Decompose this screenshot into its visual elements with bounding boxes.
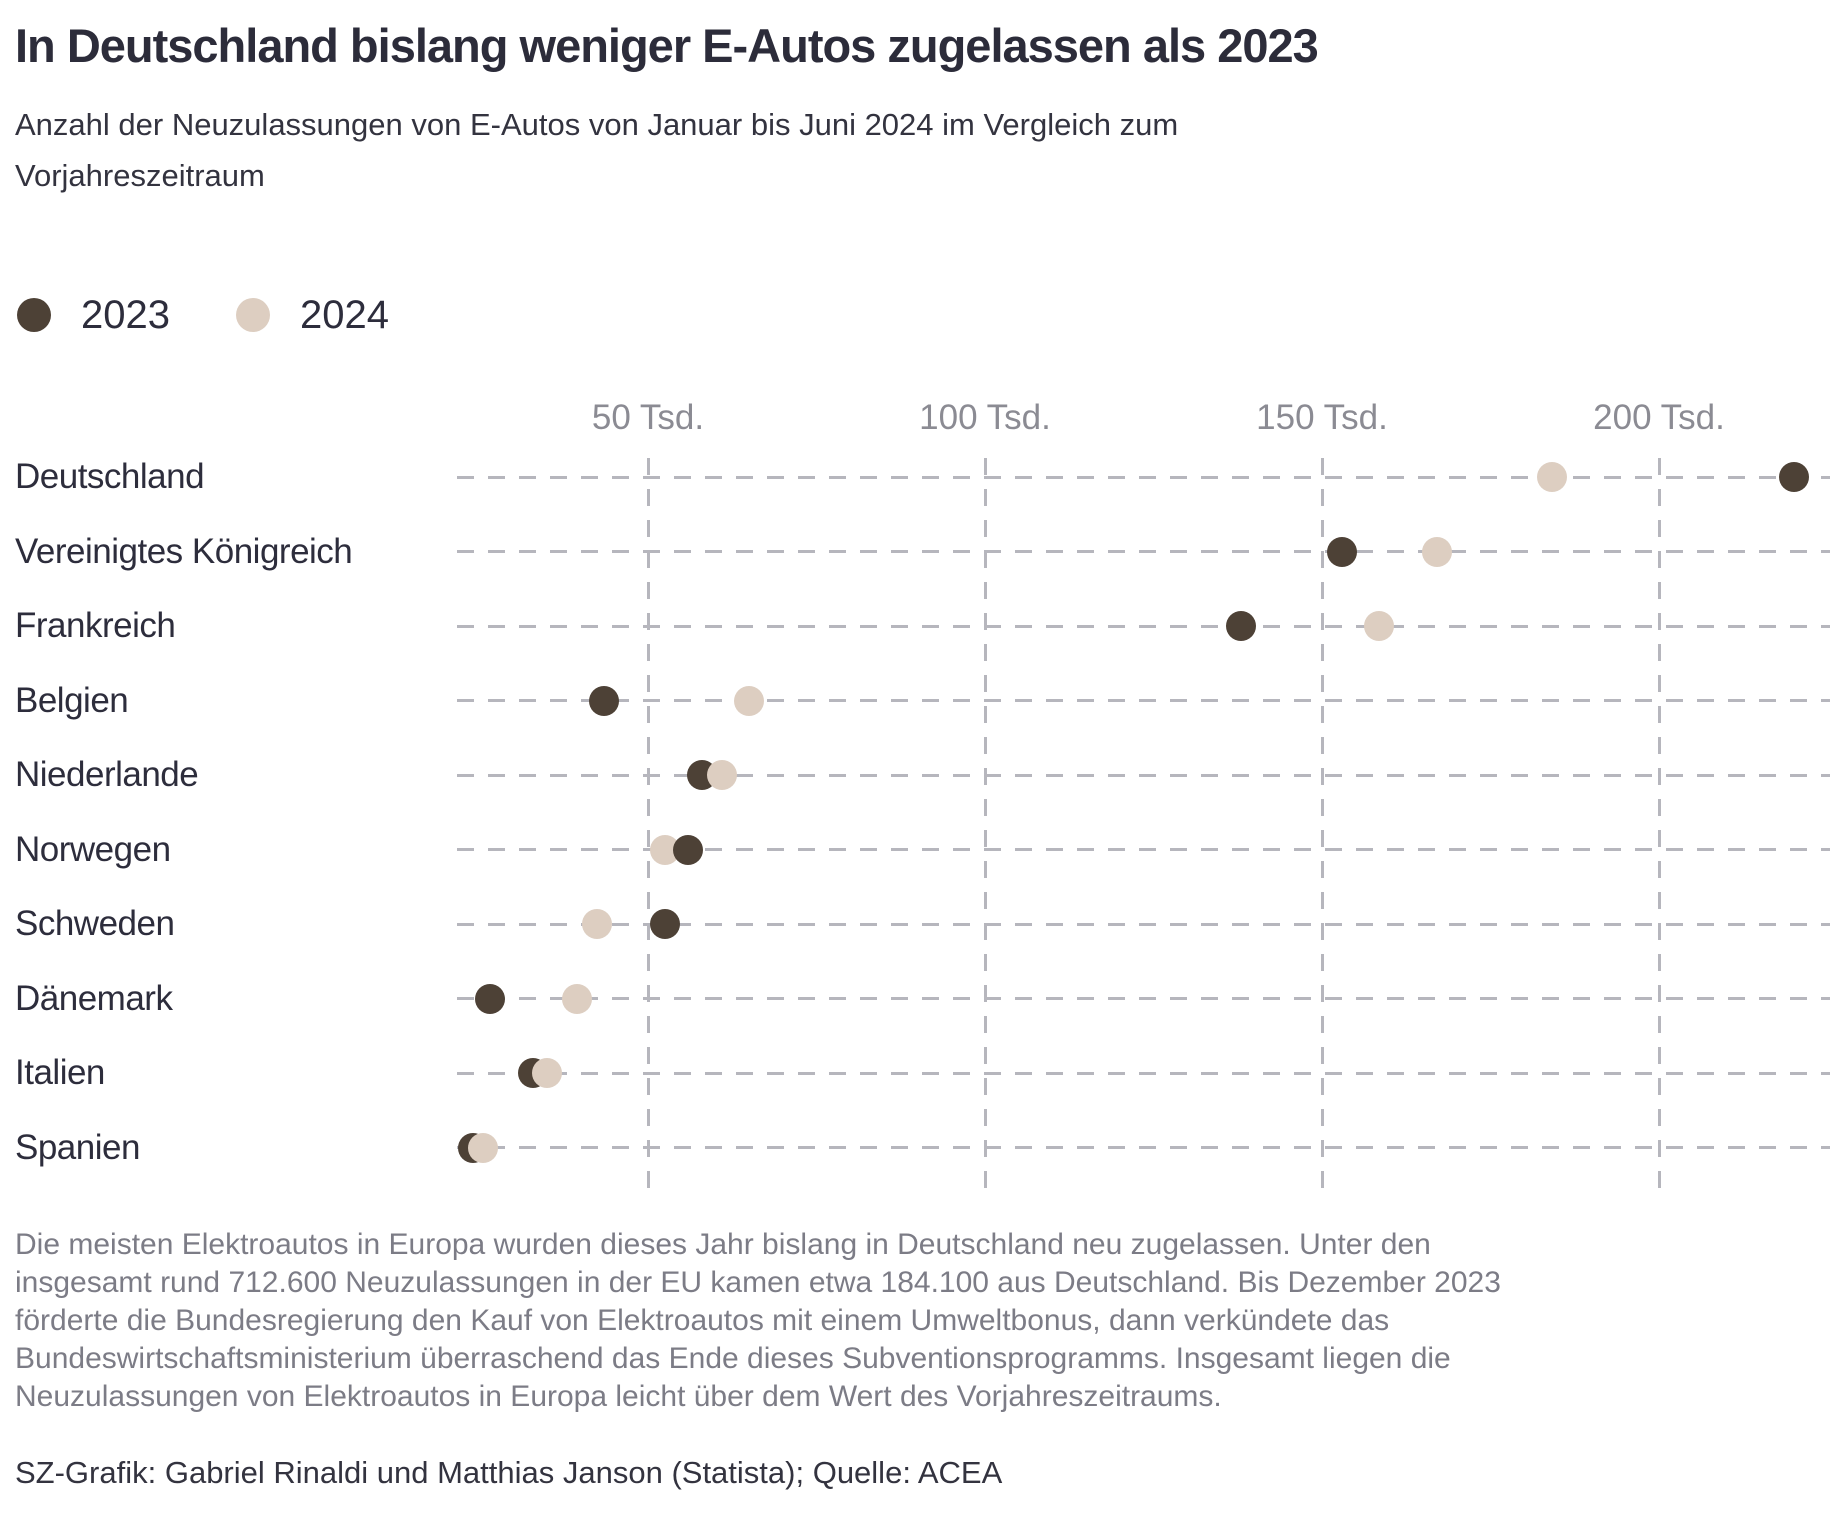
source-credit: SZ-Grafik: Gabriel Rinaldi und Matthias … xyxy=(15,1455,1003,1490)
row-gridline xyxy=(457,922,1830,926)
footer-line-5: Neuzulassungen von Elektroautos in Europ… xyxy=(15,1380,1222,1413)
subtitle-line-2: Vorjahreszeitraum xyxy=(15,158,265,193)
page-title: In Deutschland bislang weniger E-Autos z… xyxy=(15,19,1319,72)
row-gridline xyxy=(457,997,1830,1000)
row-label-deutschland: Deutschland xyxy=(15,457,205,496)
dot-2024-Spanien xyxy=(467,1132,498,1163)
gridline-100 xyxy=(983,458,987,1200)
dot-2024-Vereinigtes Königreich xyxy=(1421,536,1452,567)
legend-label-2023: 2023 xyxy=(81,292,170,337)
dot-2024-Deutschland xyxy=(1536,462,1567,492)
dot-2023-Vereinigtes Königreich xyxy=(1327,536,1358,567)
axis-tick-label: 100 Tsd. xyxy=(919,398,1051,437)
dot-2024-Schweden xyxy=(582,909,613,939)
subtitle-line-1: Anzahl der Neuzulassungen von E-Autos vo… xyxy=(15,107,1179,142)
row-gridline xyxy=(457,550,1830,553)
dot-2023-Deutschland xyxy=(1778,462,1809,492)
dot-2023-Belgien xyxy=(589,685,620,716)
legend-label-2024: 2024 xyxy=(299,292,389,337)
row-label-niederlande: Niederlande xyxy=(15,755,199,794)
row-label-schweden: Schweden xyxy=(15,904,175,943)
row-gridline xyxy=(457,1146,1830,1149)
legend-dot-2024-icon xyxy=(235,298,270,332)
row-gridline xyxy=(457,848,1830,851)
footer-line-2: insgesamt rund 712.600 Neuzulassungen in… xyxy=(15,1266,1501,1299)
row-label-d-nemark: Dänemark xyxy=(15,978,173,1018)
legend-dot-2023-icon xyxy=(17,298,51,332)
dot-2024-Italien xyxy=(531,1058,562,1088)
gridline-50 xyxy=(646,458,650,1200)
axis-tick-label: 150 Tsd. xyxy=(1256,398,1388,437)
dot-2024-Dänemark xyxy=(562,983,593,1014)
row-gridline xyxy=(457,699,1830,702)
dot-2024-Frankreich xyxy=(1364,611,1395,641)
gridline-150 xyxy=(1320,458,1324,1200)
row-label-frankreich: Frankreich xyxy=(15,606,176,645)
row-label-italien: Italien xyxy=(15,1053,105,1092)
row-gridline xyxy=(457,624,1830,628)
dot-2023-Norwegen xyxy=(673,834,704,865)
gridline-200 xyxy=(1657,458,1661,1200)
dot-2023-Schweden xyxy=(649,909,680,939)
dot-2023-Frankreich xyxy=(1226,611,1257,641)
legend-item-2024: 2024 xyxy=(235,292,389,338)
footer-line-4: Bundeswirtschaftsministerium überraschen… xyxy=(15,1342,1451,1375)
axis-tick-label: 200 Tsd. xyxy=(1593,398,1725,437)
row-label-belgien: Belgien xyxy=(15,680,129,720)
row-gridline xyxy=(457,475,1830,479)
row-gridline xyxy=(457,1071,1830,1075)
axis-tick-label: 50 Tsd. xyxy=(591,398,705,437)
legend-item-2023: 2023 xyxy=(17,293,170,338)
footer-line-1: Die meisten Elektroautos in Europa wurde… xyxy=(15,1228,1431,1261)
row-label-vereinigtes-k-nigreich: Vereinigtes Königreich xyxy=(15,531,353,571)
legend: 2023 2024 xyxy=(17,288,389,342)
row-label-spanien: Spanien xyxy=(15,1127,140,1167)
dot-2024-Niederlande xyxy=(707,760,738,790)
row-label-norwegen: Norwegen xyxy=(15,829,171,869)
footer-line-3: förderte die Bundesregierung den Kauf vo… xyxy=(15,1304,1390,1337)
dot-2024-Belgien xyxy=(734,685,765,716)
row-gridline xyxy=(457,773,1830,777)
dot-2023-Dänemark xyxy=(474,983,505,1014)
